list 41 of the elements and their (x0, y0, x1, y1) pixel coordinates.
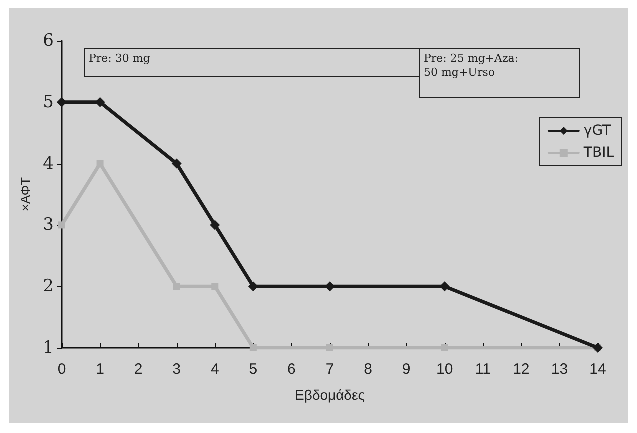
x-tick-label: 12 (513, 361, 530, 378)
x-tick-label: 3 (172, 361, 182, 378)
y-tick-label: 1 (43, 338, 54, 358)
annotation: Pre: 25 mg+Aza: 50 mg+Urso (419, 48, 580, 98)
point (441, 344, 448, 352)
x-tick-label: 8 (364, 361, 372, 378)
x-tick-label: 9 (402, 361, 411, 378)
point (96, 160, 104, 168)
x-tick-label: 6 (288, 361, 296, 378)
point (248, 282, 258, 292)
y-tick-label: 2 (43, 276, 54, 297)
y-tick-label: 4 (43, 154, 54, 174)
x-tick-label: 11 (475, 361, 491, 378)
point (210, 220, 220, 230)
x-tick-label: 13 (551, 361, 568, 378)
point (326, 344, 334, 352)
x-tick-label: 7 (326, 361, 334, 378)
legend-label: γGT (584, 123, 612, 139)
y-tick-label: 5 (43, 92, 54, 112)
x-tick-label: 5 (249, 361, 258, 378)
point (172, 158, 182, 169)
point (325, 282, 335, 292)
point (173, 283, 180, 290)
x-tick-label: 4 (210, 361, 220, 378)
point (95, 97, 106, 108)
x-tick-label: 14 (590, 361, 606, 378)
x-tick-label: 1 (96, 361, 104, 378)
y-tick-label: 6 (43, 31, 54, 51)
point (250, 344, 257, 352)
annotation: Pre: 30 mg (84, 48, 420, 77)
y-axis-title: ×ΑΦΤ (18, 177, 33, 212)
x-tick-label: 10 (436, 361, 454, 378)
legend-label: TBIL (582, 145, 614, 161)
point (57, 97, 67, 108)
x-axis-title: Εβδομάδες (295, 387, 366, 403)
point (58, 222, 66, 229)
point (212, 283, 219, 290)
x-tick-label: 2 (134, 361, 143, 378)
point (440, 282, 450, 292)
x-tick-label: 0 (58, 361, 66, 378)
y-tick-label: 3 (43, 215, 54, 236)
